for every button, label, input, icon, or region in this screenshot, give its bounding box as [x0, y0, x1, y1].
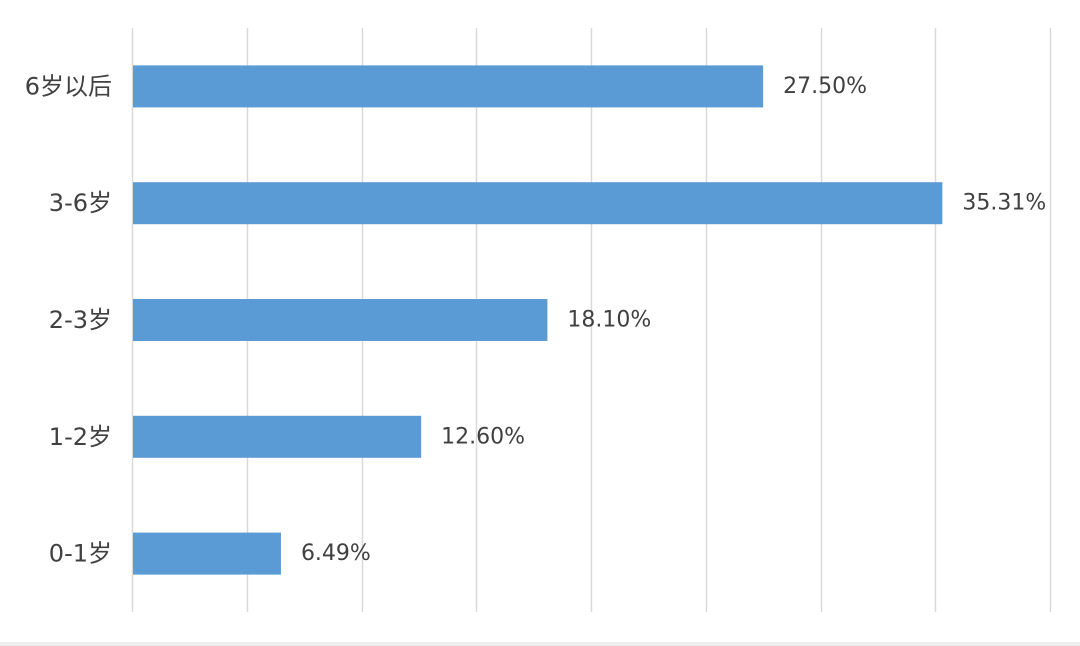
value-labels: 27.50% 35.31% 18.10% 12.60% 6.49% [301, 74, 1046, 566]
category-label: 1-2岁 [49, 423, 112, 451]
bar [133, 532, 281, 575]
value-label: 35.31% [962, 191, 1046, 216]
category-label: 0-1岁 [49, 540, 112, 568]
category-labels: 6岁以后 3-6岁 2-3岁 1-2岁 0-1岁 [25, 72, 112, 567]
value-label: 18.10% [567, 308, 651, 333]
value-label: 27.50% [783, 74, 867, 99]
bottom-strip [0, 642, 1080, 646]
value-label: 12.60% [441, 424, 525, 449]
bar [133, 299, 548, 341]
value-label: 6.49% [301, 541, 371, 566]
bar [133, 65, 764, 108]
category-label: 3-6岁 [49, 189, 112, 217]
bars [133, 65, 943, 575]
bar [133, 182, 943, 225]
grid-lines [131, 28, 1052, 612]
category-label: 2-3岁 [49, 306, 112, 334]
category-label: 6岁以后 [25, 72, 112, 100]
bar [133, 415, 422, 458]
